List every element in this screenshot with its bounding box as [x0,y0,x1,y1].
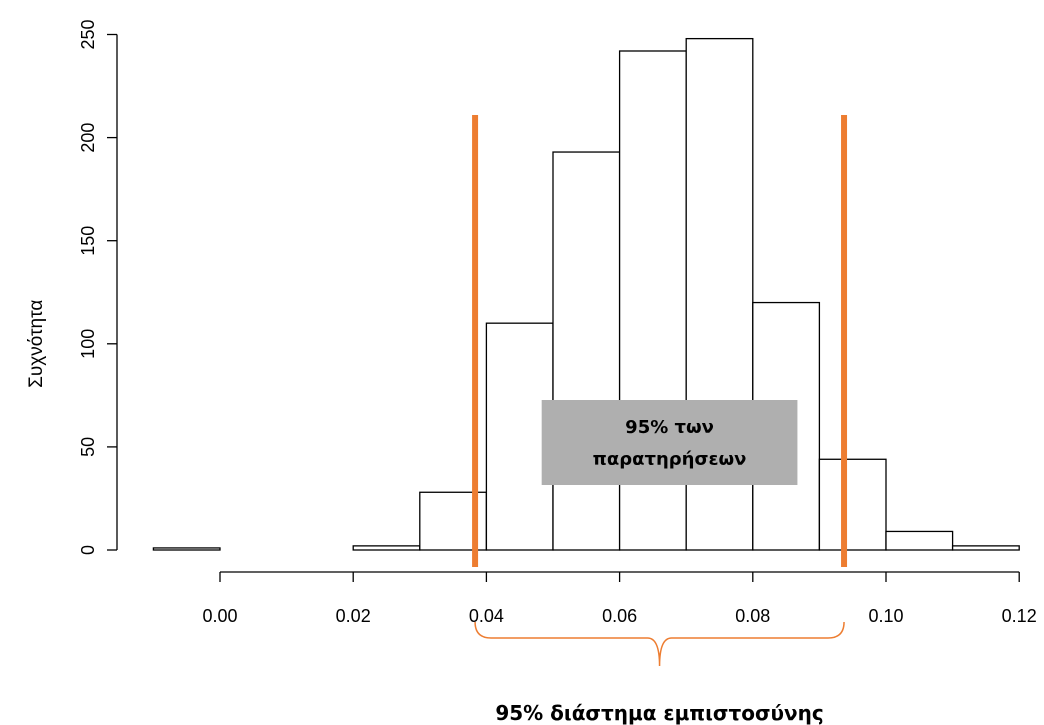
y-tick-label: 200 [78,123,98,153]
x-tick-label: 0.12 [1002,606,1037,626]
x-tick-label: 0.02 [336,606,371,626]
x-tick-label: 0.10 [868,606,903,626]
y-tick-label: 250 [78,19,98,49]
histogram-bar [152,547,221,551]
y-tick-label: 150 [78,226,98,256]
ci-brace [474,621,845,667]
x-tick-label: 0.08 [735,606,770,626]
x-axis: 0.00 0.02 0.04 0.06 0.08 0.10 0.12 [202,571,1037,626]
ci-lines-group [472,115,848,567]
y-tick-label: 100 [78,329,98,359]
histogram-bar [885,530,954,551]
ci-label: 95% διάστημα εμπιστοσύνης [495,701,823,725]
x-tick-label: 0.04 [469,606,504,626]
y-axis-label: Συχνότητα [26,300,47,388]
annotation-box: 95% των παρατηρήσεων [541,400,798,485]
y-axis: 0 50 100 150 200 250 [78,19,118,555]
annotation-rect [541,400,798,485]
histogram-bar [552,151,621,551]
y-tick-label: 50 [78,437,98,457]
histogram-bar [951,545,1020,551]
x-tick-label: 0.00 [202,606,237,626]
y-tick-label: 0 [78,545,98,555]
x-tick-label: 0.06 [602,606,637,626]
annotation-line-1: 95% των [625,417,714,438]
histogram-bar [352,545,421,551]
annotation-line-2: παρατηρήσεων [593,449,747,470]
histogram-bar [818,458,887,551]
